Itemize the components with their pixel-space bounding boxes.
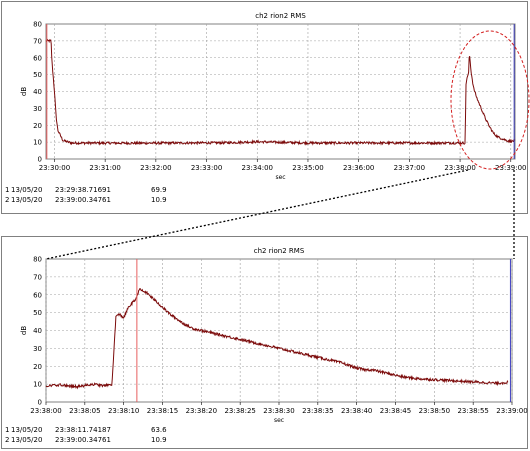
readout-time: 23:39:00.34761 [55,436,111,444]
y-tick-label: 40 [33,327,42,335]
y-tick-label: 0 [38,399,42,407]
readout-index: 1 [5,426,10,434]
series-line [45,288,509,390]
y-tick-label: 70 [33,37,42,45]
x-tick-label: 23:38:45 [380,407,411,415]
y-tick-label: 70 [33,273,42,281]
readout-date: 13/05/20 [11,426,43,434]
x-axis-label: sec [274,417,284,424]
x-tick-label: 23:38:30 [263,407,294,415]
readout-index: 2 [5,196,10,204]
readout-time: 23:29:38.71691 [55,186,111,194]
chart-title: ch2 rion2 RMS [255,12,306,20]
readout-index: 1 [5,186,10,194]
x-tick-label: 23:38:15 [147,407,178,415]
x-tick-label: 23:38:25 [224,407,255,415]
x-tick-label: 23:38:55 [457,407,488,415]
chart-zoom[interactable]: ch2 rion2 RMS 0 10 20 30 40 50 60 70 80 23:38:00 23… [2,237,529,450]
x-tick-label: 23:34:00 [242,164,273,172]
x-axis-label: sec [275,174,285,181]
y-tick-label: 40 [33,88,42,96]
series-line [45,38,516,146]
x-tick-label: 23:38:50 [419,407,450,415]
readout-time: 23:38:11.74187 [55,426,111,434]
x-tick-label: 23:35:00 [292,164,323,172]
readout-date: 13/05/20 [11,196,43,204]
y-tick-label: 60 [33,54,42,62]
chart-panel-zoom: ch2 rion2 RMS 0 10 20 30 40 50 60 70 80 23:38:00 23… [1,236,528,449]
chart-title: ch2 rion2 RMS [254,247,305,255]
x-tick-label: 23:31:00 [89,164,120,172]
x-tick-label: 23:38:05 [69,407,100,415]
y-tick-label: 30 [33,105,42,113]
readout-value: 63.6 [151,426,167,434]
x-tick-label: 23:33:00 [191,164,222,172]
readout-date: 13/05/20 [11,436,43,444]
x-tick-label: 23:38:40 [341,407,372,415]
y-tick-label: 80 [33,256,42,264]
readout-value: 10.9 [151,436,167,444]
readout-time: 23:39:00.34761 [55,196,111,204]
plot-area [45,23,516,160]
readout-value: 69.9 [151,186,167,194]
y-tick-label: 80 [33,21,42,29]
chart-overview[interactable]: ch2 rion2 RMS 0 10 20 30 40 50 60 70 80 23:30:00 23… [2,2,529,215]
x-tick-label: 23:37:00 [394,164,425,172]
y-tick-label: 60 [33,291,42,299]
x-tick-label: 23:32:00 [140,164,171,172]
y-tick-label: 10 [33,139,42,147]
x-tick-label: 23:38:10 [108,407,139,415]
y-tick-label: 50 [33,309,42,317]
x-tick-label: 23:38:35 [302,407,333,415]
x-tick-label: 23:39:00 [495,164,526,172]
y-axis-label: dB [20,87,28,96]
y-axis-label: dB [20,326,28,335]
y-tick-label: 20 [33,363,42,371]
y-tick-label: 20 [33,122,42,130]
readout-date: 13/05/20 [11,186,43,194]
chart-panel-overview: ch2 rion2 RMS 0 10 20 30 40 50 60 70 80 23:30:00 23… [1,1,528,214]
x-tick-label: 23:30:00 [39,164,70,172]
y-tick-label: 10 [33,381,42,389]
x-tick-label: 23:38:00 [444,164,475,172]
x-tick-label: 23:38:00 [30,407,61,415]
x-tick-label: 23:38:20 [186,407,217,415]
readout-value: 10.9 [151,196,167,204]
y-tick-label: 50 [33,71,42,79]
x-tick-label: 23:36:00 [343,164,374,172]
y-tick-label: 30 [33,345,42,353]
readout-index: 2 [5,436,10,444]
x-tick-label: 23:39:00 [496,407,527,415]
y-tick-label: 0 [38,156,42,164]
